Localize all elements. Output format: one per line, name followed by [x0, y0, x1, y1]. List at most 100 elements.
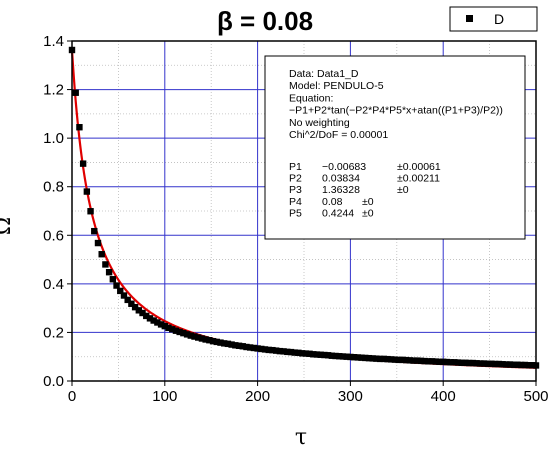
data-point [254, 345, 261, 352]
data-point [195, 334, 202, 341]
data-point [529, 362, 536, 369]
data-point [399, 356, 406, 364]
data-point [406, 357, 413, 364]
data-point [209, 337, 217, 345]
fit-param-error: ±0 [397, 184, 409, 196]
data-point [462, 359, 469, 366]
data-point [176, 328, 183, 336]
chart-title: β = 0.08 [217, 6, 313, 36]
data-point [503, 361, 510, 368]
data-point [284, 348, 291, 356]
data-point [228, 341, 235, 348]
x-tick-label: 200 [245, 388, 270, 405]
data-point [239, 343, 246, 350]
x-tick-label: 400 [431, 388, 456, 405]
y-tick-label: 0.6 [43, 227, 64, 244]
data-point [410, 357, 417, 364]
data-point [417, 357, 425, 365]
data-point [313, 351, 321, 358]
data-point [79, 160, 87, 167]
data-point [272, 347, 280, 354]
data-point [243, 343, 250, 351]
data-point [280, 348, 287, 355]
data-point [328, 352, 336, 359]
data-point [72, 89, 79, 96]
data-point [321, 351, 328, 359]
data-point [425, 358, 432, 365]
x-tick-label: 300 [338, 388, 363, 405]
data-point [128, 300, 135, 307]
fit-param-error: ±0.00061 [397, 161, 441, 173]
data-point [135, 307, 143, 314]
data-point [310, 351, 317, 358]
data-point [354, 354, 362, 361]
data-point [187, 332, 194, 339]
data-point [458, 359, 465, 366]
data-point [421, 357, 428, 365]
data-point [261, 346, 269, 353]
data-point [373, 355, 380, 362]
data-point [146, 315, 154, 322]
data-point [91, 227, 98, 235]
fit-text-line: No weighting [289, 117, 350, 129]
data-point [220, 340, 228, 347]
fit-text-line: Data: Data1_D [289, 68, 359, 80]
data-point [217, 339, 224, 346]
fit-param-value: 0.4244 [322, 207, 354, 219]
data-point [506, 361, 514, 368]
data-point [484, 360, 491, 367]
data-point [202, 336, 209, 343]
data-point [343, 353, 350, 360]
data-point [380, 355, 388, 363]
data-point [169, 326, 176, 333]
data-point [447, 359, 454, 366]
y-tick-label: 1.0 [43, 130, 64, 147]
legend: D [449, 6, 538, 32]
data-point [172, 327, 180, 334]
data-point [232, 342, 239, 349]
fit-param-name: P3 [289, 184, 302, 196]
data-point [436, 358, 443, 366]
x-axis-title: τ [295, 425, 307, 449]
fit-param-error: ±0 [362, 207, 374, 219]
data-point [499, 361, 506, 368]
data-point [180, 329, 187, 337]
data-point [402, 356, 410, 364]
data-point [102, 261, 109, 268]
data-point [105, 269, 113, 276]
data-point [414, 357, 421, 364]
data-point [432, 358, 439, 365]
data-point [161, 322, 168, 330]
data-point [87, 208, 94, 215]
data-point [191, 333, 198, 340]
data-point [324, 352, 332, 359]
data-point [473, 360, 480, 367]
data-point [298, 350, 306, 357]
fit-text-line: Equation: [289, 92, 333, 104]
data-point [295, 349, 302, 357]
tick-labels: 0 100 200 300 400 500 0.0 0.2 0.4 0.6 0.8 1.0 1.2 1.4 [43, 33, 548, 405]
data-point [347, 353, 354, 361]
x-tick-label: 100 [152, 388, 177, 405]
data-point [94, 239, 102, 247]
y-axis-title: Ω [0, 217, 16, 235]
data-point [317, 351, 324, 358]
data-point [198, 335, 206, 342]
data-point [131, 303, 139, 311]
data-point [514, 361, 521, 368]
data-point [306, 350, 313, 357]
fit-param-name: P5 [289, 207, 302, 219]
fit-param-name: P1 [289, 161, 302, 173]
data-point [258, 345, 265, 353]
data-point [332, 352, 339, 360]
data-point [477, 360, 484, 367]
data-point [76, 124, 83, 131]
x-tick-label: 0 [68, 388, 76, 405]
data-point [206, 337, 213, 344]
plot-frame [71, 40, 537, 382]
y-tick-label: 0.2 [43, 324, 64, 341]
y-tick-label: 0.8 [43, 179, 64, 196]
data-point [395, 356, 402, 364]
